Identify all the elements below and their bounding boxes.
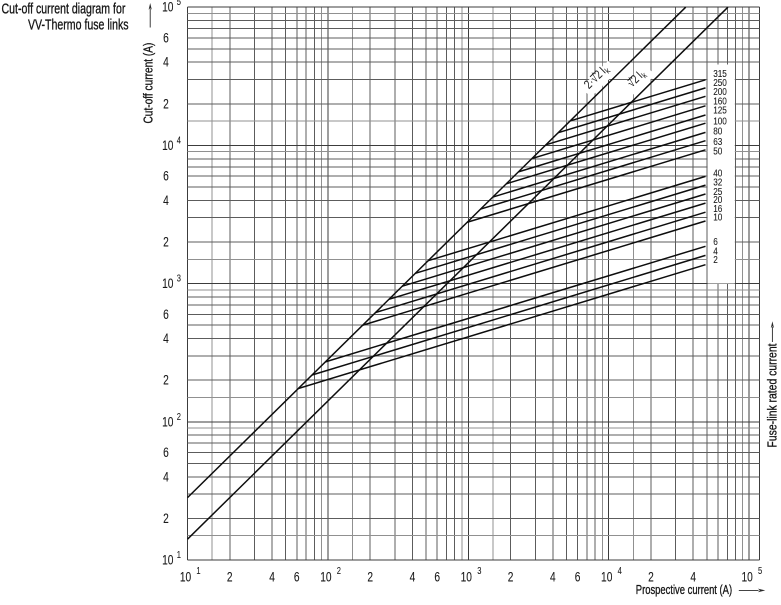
svg-text:4: 4	[713, 246, 718, 257]
svg-text:4: 4	[163, 469, 169, 485]
svg-text:6: 6	[163, 30, 169, 46]
svg-text:2: 2	[163, 234, 169, 250]
svg-text:6: 6	[163, 445, 169, 461]
svg-text:Prospective current (A): Prospective current (A)	[636, 583, 732, 597]
svg-text:3: 3	[477, 565, 481, 576]
svg-text:100: 100	[713, 116, 727, 127]
svg-text:250: 250	[713, 77, 727, 88]
svg-text:10: 10	[162, 414, 174, 430]
svg-text:2: 2	[177, 411, 181, 422]
svg-text:10: 10	[320, 569, 332, 585]
svg-text:6: 6	[163, 168, 169, 184]
svg-text:4: 4	[690, 569, 696, 585]
svg-text:200: 200	[713, 86, 727, 97]
svg-text:4: 4	[410, 569, 416, 585]
svg-text:VV-Thermo fuse links: VV-Thermo fuse links	[28, 17, 129, 33]
svg-text:63: 63	[713, 136, 722, 147]
svg-text:32: 32	[713, 177, 722, 188]
svg-text:160: 160	[713, 96, 727, 107]
svg-text:2: 2	[713, 254, 718, 265]
svg-text:6: 6	[434, 569, 440, 585]
svg-text:2: 2	[163, 510, 169, 526]
svg-text:16: 16	[713, 203, 722, 214]
svg-text:20: 20	[713, 194, 722, 205]
svg-text:4: 4	[618, 565, 622, 576]
svg-text:1: 1	[177, 549, 181, 560]
svg-text:Cut-off current diagram for: Cut-off current diagram for	[2, 1, 127, 17]
svg-text:6: 6	[713, 236, 718, 247]
svg-text:1: 1	[196, 565, 200, 576]
svg-text:2: 2	[648, 569, 654, 585]
svg-text:25: 25	[713, 186, 722, 197]
svg-text:6: 6	[575, 569, 581, 585]
svg-text:5: 5	[177, 0, 181, 7]
svg-text:5: 5	[758, 565, 762, 576]
svg-text:4: 4	[163, 331, 169, 347]
svg-text:Fuse-link rated current: Fuse-link rated current	[765, 343, 779, 448]
svg-text:4: 4	[269, 569, 275, 585]
svg-text:4: 4	[177, 134, 181, 145]
svg-text:50: 50	[713, 146, 722, 157]
svg-text:2: 2	[367, 569, 373, 585]
svg-text:315: 315	[713, 68, 727, 79]
svg-text:125: 125	[713, 105, 727, 116]
svg-text:6: 6	[294, 569, 300, 585]
svg-text:10: 10	[713, 212, 722, 223]
svg-text:80: 80	[713, 126, 722, 137]
svg-text:10: 10	[162, 137, 174, 153]
svg-text:10: 10	[461, 569, 473, 585]
svg-text:10: 10	[601, 569, 613, 585]
svg-text:Cut-off current (A): Cut-off current (A)	[141, 43, 155, 124]
svg-text:2: 2	[508, 569, 514, 585]
svg-text:2: 2	[337, 565, 341, 576]
svg-text:10: 10	[162, 552, 174, 568]
svg-text:4: 4	[550, 569, 556, 585]
svg-text:2: 2	[227, 569, 233, 585]
svg-text:10: 10	[741, 569, 753, 585]
svg-text:10: 10	[180, 569, 192, 585]
svg-text:2: 2	[163, 96, 169, 112]
svg-text:6: 6	[163, 306, 169, 322]
svg-text:10: 10	[162, 0, 174, 15]
svg-text:4: 4	[163, 54, 169, 70]
svg-text:4: 4	[163, 192, 169, 208]
svg-text:10: 10	[162, 276, 174, 292]
svg-text:2: 2	[163, 372, 169, 388]
svg-text:3: 3	[177, 273, 181, 284]
svg-text:40: 40	[713, 168, 722, 179]
